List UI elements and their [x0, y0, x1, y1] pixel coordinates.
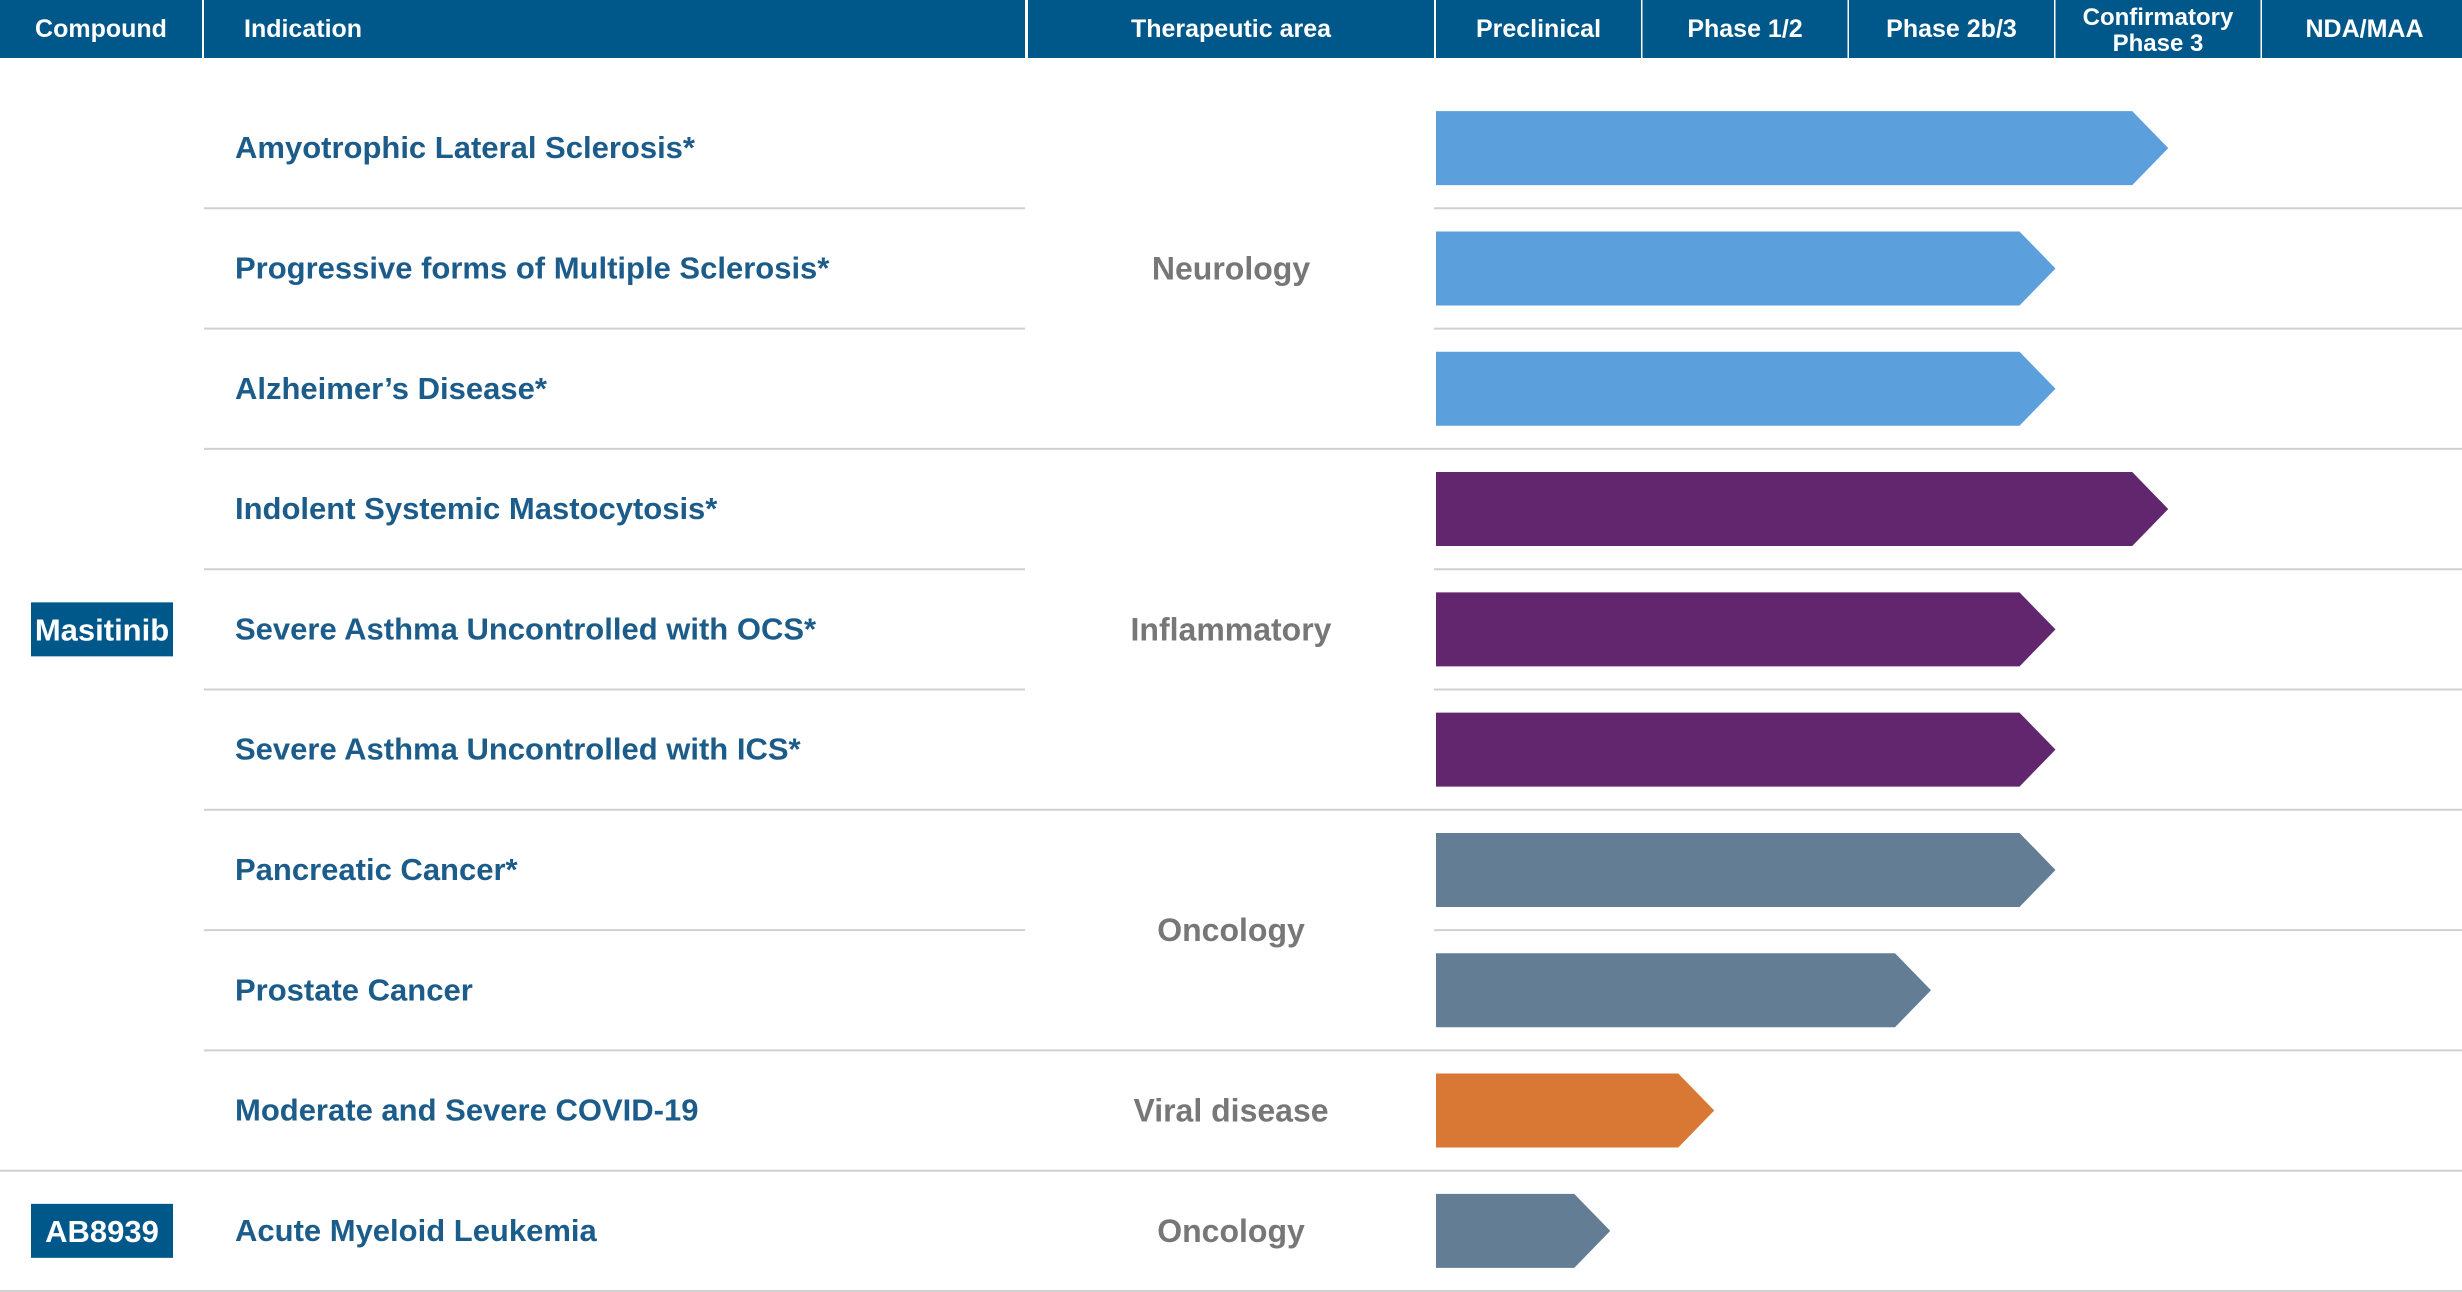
therapeutic-area-label-oncology: Oncology: [1157, 912, 1305, 948]
progress-bar-alzheimer-s-disease: [1436, 351, 2056, 426]
compound-badge-ab8939: [31, 1203, 173, 1258]
header-therapeutic-area-cell: [1028, 0, 1434, 58]
header-compound-label: Compound: [35, 15, 167, 43]
indication-label-severe-asthma-uncontrolled-with-ocs: Severe Asthma Uncontrolled with OCS*: [235, 611, 817, 646]
header-stage-cell-2: [1642, 0, 1848, 58]
compound-name-ab8939: AB8939: [45, 1214, 159, 1249]
header-stage-label: Phase 2b/3: [1886, 15, 2017, 43]
header-stage-label: Phase 3: [2113, 30, 2204, 57]
indication-label-alzheimer-s-disease: Alzheimer’s Disease*: [235, 371, 548, 406]
header-stage-cell-1: [1436, 0, 1641, 58]
therapeutic-area-label-oncology: Oncology: [1157, 1213, 1305, 1249]
progress-bar-severe-asthma-uncontrolled-with-ocs: [1436, 592, 2056, 667]
indication-label-amyotrophic-lateral-sclerosis: Amyotrophic Lateral Sclerosis*: [235, 130, 696, 165]
indication-label-progressive-forms-of-multiple-sclerosis: Progressive forms of Multiple Sclerosis*: [235, 250, 830, 285]
therapeutic-area-label-neurology: Neurology: [1152, 250, 1310, 286]
compound-badge-masitinib: [31, 602, 173, 657]
header-compound-cell: [0, 0, 202, 58]
header-stage-label: Preclinical: [1476, 15, 1601, 43]
header-indication-label: Indication: [244, 15, 362, 43]
progress-bar-prostate-cancer: [1436, 953, 1931, 1028]
progress-bar-amyotrophic-lateral-sclerosis: [1436, 111, 2169, 186]
header-stage-label: Confirmatory: [2083, 4, 2234, 31]
indication-label-moderate-and-severe-covid-19: Moderate and Severe COVID-19: [235, 1093, 698, 1128]
indication-label-prostate-cancer: Prostate Cancer: [235, 972, 473, 1007]
indication-label-acute-myeloid-leukemia: Acute Myeloid Leukemia: [235, 1213, 598, 1248]
header-therapeutic-area-label: Therapeutic area: [1131, 15, 1332, 43]
indication-label-pancreatic-cancer: Pancreatic Cancer*: [235, 852, 519, 887]
therapeutic-area-label-viral-disease: Viral disease: [1133, 1093, 1328, 1129]
header-stage-label: NDA/MAA: [2305, 15, 2423, 43]
header-indication-cell: [204, 0, 1025, 58]
progress-bar-progressive-forms-of-multiple-sclerosis: [1436, 231, 2056, 306]
compound-name-masitinib: Masitinib: [35, 612, 169, 647]
header-stage-cell-4: [2055, 0, 2261, 58]
progress-bar-moderate-and-severe-covid-19: [1436, 1073, 1715, 1148]
indication-label-severe-asthma-uncontrolled-with-ics: Severe Asthma Uncontrolled with ICS*: [235, 732, 802, 767]
header-stage-label: Phase 1/2: [1687, 15, 1802, 43]
header-stage-cell-5: [2262, 0, 2462, 58]
progress-bar-pancreatic-cancer: [1436, 832, 2056, 907]
progress-bar-acute-myeloid-leukemia: [1436, 1193, 1611, 1268]
progress-bar-indolent-systemic-mastocytosis: [1436, 472, 2169, 547]
header-stage-cell-3: [1849, 0, 2054, 58]
progress-bar-severe-asthma-uncontrolled-with-ics: [1436, 712, 2056, 787]
indication-label-indolent-systemic-mastocytosis: Indolent Systemic Mastocytosis*: [235, 491, 718, 526]
therapeutic-area-label-inflammatory: Inflammatory: [1131, 611, 1332, 647]
